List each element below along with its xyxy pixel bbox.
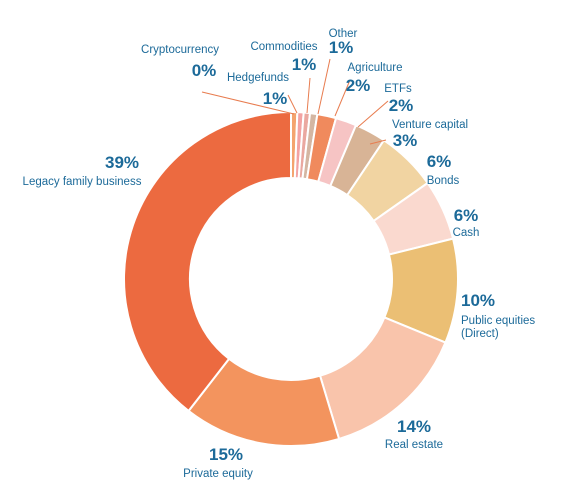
value-label-hedgefunds: 1%: [263, 89, 288, 108]
category-label-hedgefunds: Hedgefunds: [227, 72, 289, 84]
category-label-venture-capital: Venture capital: [392, 119, 468, 131]
leader-line-hedgefunds: [287, 94, 298, 114]
category-label-cryptocurrency: Cryptocurrency: [141, 44, 219, 56]
category-label-other: Other: [329, 28, 358, 40]
value-label-legacy-family-business: 39%: [105, 153, 139, 172]
value-label-agriculture: 2%: [346, 76, 371, 95]
value-label-cryptocurrency: 0%: [192, 61, 217, 80]
value-label-cash: 6%: [454, 206, 479, 225]
leader-line-venture-capital: [369, 139, 387, 145]
value-label-other: 1%: [329, 38, 354, 57]
category-label-public-equities-direct-2: (Direct): [461, 328, 499, 340]
category-label-real-estate: Real estate: [385, 439, 443, 451]
value-label-commodities: 1%: [292, 55, 317, 74]
category-label-cash: Cash: [453, 227, 480, 239]
category-label-legacy-family-business: Legacy family business: [23, 176, 142, 188]
leader-line-cryptocurrency: [201, 91, 295, 115]
category-label-commodities: Commodities: [250, 41, 317, 53]
value-label-private-equity: 15%: [209, 445, 243, 464]
leader-line-etfs: [357, 100, 389, 128]
category-label-public-equities-direct-1: Public equities: [461, 315, 535, 327]
category-label-private-equity: Private equity: [183, 468, 253, 480]
value-label-real-estate: 14%: [397, 417, 431, 436]
category-label-etfs: ETFs: [384, 83, 412, 95]
category-label-bonds: Bonds: [427, 175, 460, 187]
value-label-venture-capital: 3%: [393, 131, 418, 150]
value-label-etfs: 2%: [389, 96, 414, 115]
slice-legacy-family-business: [123, 110, 292, 413]
leader-line-other: [317, 58, 331, 115]
value-label-bonds: 6%: [427, 152, 452, 171]
category-label-agriculture: Agriculture: [348, 62, 403, 74]
value-label-public-equities-direct: 10%: [461, 291, 495, 310]
leader-line-commodities: [306, 77, 311, 114]
leader-line-agriculture: [334, 79, 351, 117]
